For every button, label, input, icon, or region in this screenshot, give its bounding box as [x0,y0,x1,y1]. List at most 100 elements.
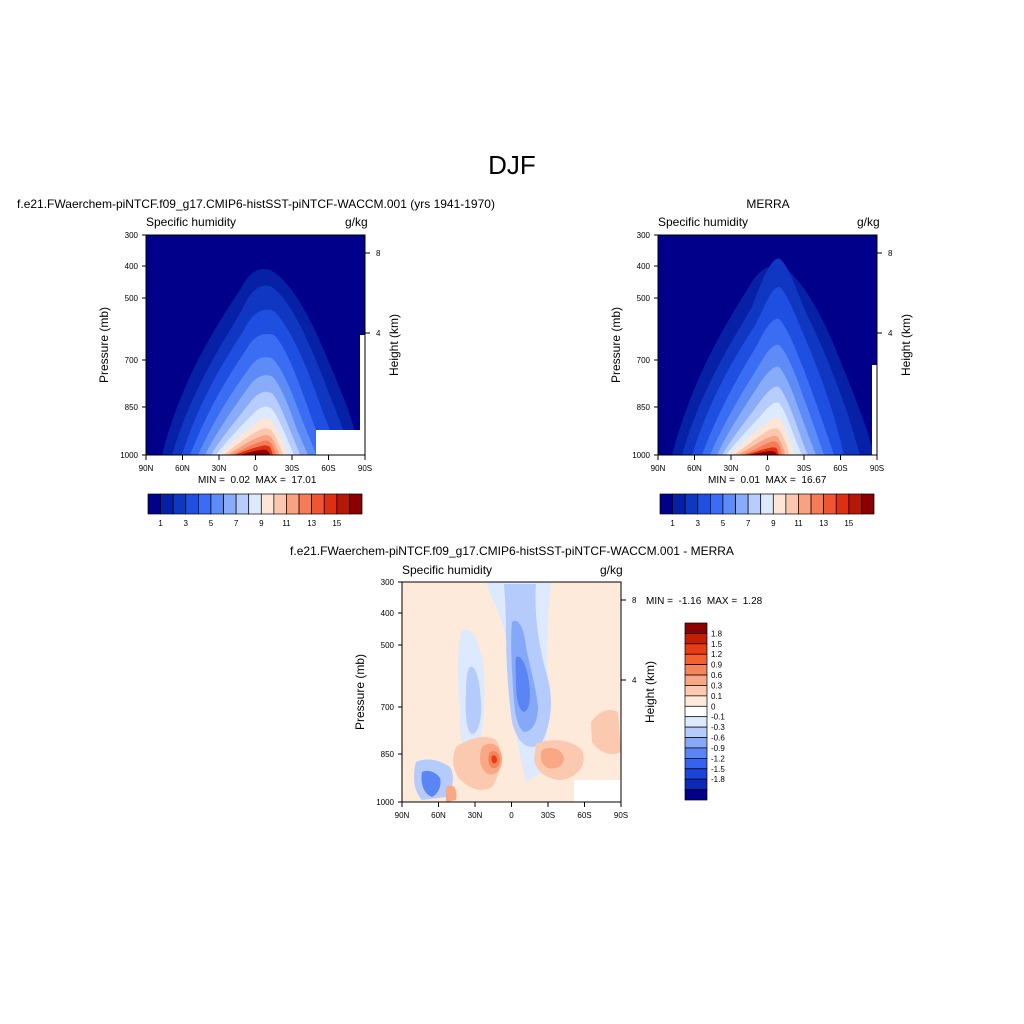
height-tick-label: 8 [376,249,381,258]
colorbar-swatch [684,643,708,655]
colorbar-label: 5 [721,519,726,528]
latitude-tick-label: 90S [870,464,884,473]
colorbar-label: 0 [711,702,716,711]
colorbar-label: 1.5 [711,640,723,649]
colorbar-swatch [684,685,708,697]
colorbar-swatch [147,493,161,515]
colorbar-label: 13 [307,519,316,528]
colorbar-label: 15 [332,519,341,528]
colorbar-label: -0.9 [711,744,725,753]
model-field-label: Specific humidity [146,215,237,229]
latitude-tick-label: 60S [321,464,335,473]
colorbar-swatch [185,493,199,515]
colorbar-swatch [684,737,708,749]
obs-field-label: Specific humidity [658,215,749,229]
colorbar-swatch [336,493,350,515]
latitude-tick-label: 30N [468,811,483,820]
obs-pressure-ticks: 300 400 500 700 850 1000 [632,231,658,460]
latitude-tick-label: 30S [797,464,811,473]
colorbar-label: -0.1 [711,713,725,722]
model-colorbar: 1 3 5 7 9 11 13 15 [147,493,363,528]
colorbar-swatch [210,493,224,515]
colorbar-label: -0.3 [711,723,725,732]
colorbar-swatch [684,653,708,665]
colorbar-swatch [823,493,837,515]
latitude-tick-label: 60S [833,464,847,473]
colorbar-label: 5 [209,519,214,528]
diff-pressure-ticks: 300 400 500 700 850 1000 [376,578,402,807]
colorbar-swatch [172,493,187,515]
colorbar-swatch [684,633,708,645]
diff-colorbar: 1.81.51.20.90.60.30.10-0.1-0.3-0.6-0.9-1… [684,622,725,801]
pressure-tick-label: 700 [637,356,651,365]
pressure-tick-label: 300 [381,578,395,587]
colorbar-label: 3 [696,519,701,528]
pressure-tick-label: 850 [637,403,651,412]
colorbar-swatch [697,493,711,515]
colorbar-swatch [684,758,708,770]
diff-latitude-ticks: 90N 60N 30N 0 30S 60S 90S [395,802,628,820]
pressure-tick-label: 700 [125,356,139,365]
pressure-tick-label: 1000 [632,451,650,460]
latitude-tick-label: 30N [212,464,227,473]
colorbar-swatch [684,705,708,718]
colorbar-label: 0.1 [711,692,723,701]
diff-min-max: MIN = -1.16 MAX = 1.28 [646,596,763,607]
colorbar-label: 9 [771,519,776,528]
colorbar-label: -1.5 [711,765,725,774]
colorbar-swatch [684,778,708,790]
diff-contour-plot: 300 400 500 700 850 1000 8 4 90N 60N 30N… [376,578,637,820]
obs-latitude-ticks: 90N 60N 30N 0 30S 60S 90S [651,455,884,473]
colorbar-label: 0.9 [711,661,723,670]
colorbar-swatch [684,726,708,738]
obs-units-label: g/kg [857,215,880,229]
colorbar-label: -1.2 [711,754,725,763]
colorbar-label: 7 [746,519,751,528]
pressure-tick-label: 400 [125,262,139,271]
pressure-tick-label: 500 [637,294,651,303]
diff-panel-title: f.e21.FWaerchem-piNTCF.f09_g17.CMIP6-his… [290,544,734,558]
colorbar-swatch [835,493,850,515]
colorbar-swatch [248,493,262,515]
colorbar-label: 1 [158,519,163,528]
pressure-tick-label: 300 [637,231,651,240]
colorbar-swatch [684,493,699,515]
latitude-tick-label: 90N [651,464,666,473]
colorbar-label: 13 [819,519,828,528]
latitude-tick-label: 90N [139,464,154,473]
latitude-tick-label: 0 [765,464,770,473]
colorbar-swatch [298,493,312,515]
colorbar-swatch [810,493,824,515]
diff-units-label: g/kg [600,563,623,577]
obs-height-ticks: 8 4 [877,249,893,338]
figure-title: DJF [488,150,536,180]
height-tick-label: 4 [376,329,381,338]
pressure-tick-label: 400 [637,262,651,271]
latitude-tick-label: 0 [509,811,514,820]
colorbar-swatch [349,493,363,515]
colorbar-swatch [785,493,799,515]
colorbar-label: -1.8 [711,775,725,784]
colorbar-swatch [735,493,749,515]
model-contour-plot: 300 400 500 700 850 1000 8 4 90N 60N 30N… [120,231,381,473]
colorbar-swatch [684,622,708,634]
colorbar-label: 1.2 [711,650,723,659]
colorbar-swatch [684,789,708,801]
model-min-max: MIN = 0.02 MAX = 17.01 [198,475,317,486]
colorbar-swatch [722,493,736,515]
latitude-tick-label: 30S [541,811,555,820]
height-tick-label: 8 [888,249,893,258]
obs-panel-title: MERRA [746,197,790,211]
diff-contour-fill [402,582,621,802]
colorbar-swatch [710,493,724,515]
latitude-tick-label: 60N [687,464,702,473]
latitude-tick-label: 90S [614,811,628,820]
diff-field-label: Specific humidity [402,563,493,577]
colorbar-label: 15 [844,519,853,528]
colorbar-swatch [772,493,787,515]
colorbar-swatch [672,493,686,515]
model-units-label: g/kg [345,215,368,229]
model-pressure-axis-label: Pressure (mb) [97,306,111,384]
colorbar-swatch [798,493,812,515]
obs-contour-plot: 300 400 500 700 850 1000 8 4 90N 60N 30N… [632,231,893,473]
